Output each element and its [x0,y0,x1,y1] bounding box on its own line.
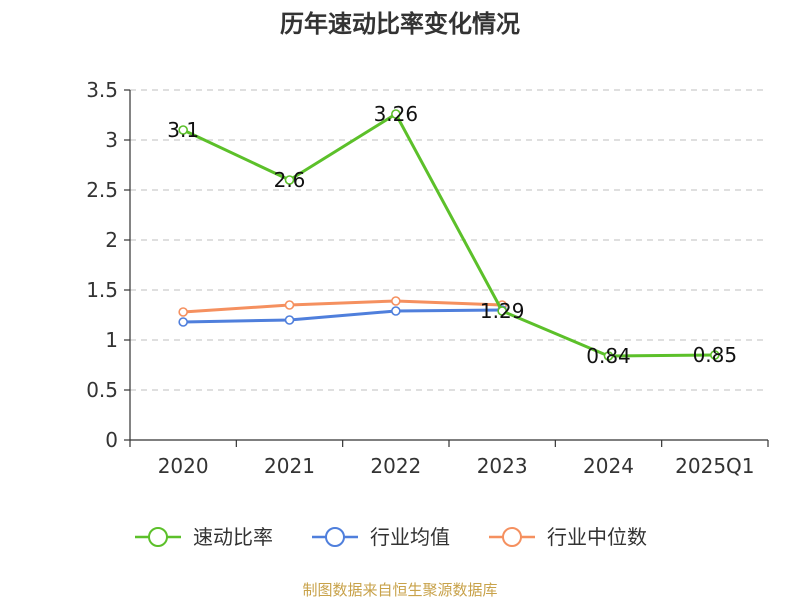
series-1 [178,109,720,361]
data-point [284,300,295,310]
data-point [391,306,401,316]
legend-item[interactable]: 行业均值 [312,525,450,549]
legend-label: 行业均值 [370,525,450,549]
y-tick-label: 2 [105,228,118,252]
source-note: 制图数据来自恒生聚源数据库 [302,581,497,599]
legend[interactable]: 速动比率 行业均值 行业中位数 [135,525,647,549]
data-label: 3.1 [167,118,199,142]
series-lines [178,109,720,361]
data-point [178,317,188,327]
data-point [284,175,295,185]
series-3 [178,296,507,317]
data-point [178,307,188,317]
data-label: 2.6 [274,168,306,192]
y-tick-label: 0 [105,428,118,452]
y-tick-label: 3.5 [86,78,118,102]
data-point [391,296,401,306]
y-tick-label: 1 [105,328,118,352]
x-tick-label: 2025Q1 [675,454,754,478]
legend-item[interactable]: 行业中位数 [489,525,647,549]
x-tick-label: 2020 [158,454,209,478]
chart-title: 历年速动比率变化情况 [280,10,520,38]
data-point [603,351,614,361]
legend-marker [502,527,522,547]
data-label: 3.26 [374,102,419,126]
data-point [178,125,188,135]
data-point [391,109,401,119]
grid-lines [130,89,768,391]
x-tick-label: 2022 [370,454,421,478]
axes: 0 0.5 1 1.5 2 2.5 3 3.5 2020 2021 2022 2023 2024 2025… [86,78,769,478]
legend-label: 行业中位数 [547,525,647,549]
series-line [181,112,717,358]
series-line [181,308,504,324]
y-tick-label: 0.5 [86,378,118,402]
series-line [181,299,504,314]
data-labels: 3.1 2.6 3.26 1.29 0.84 0.85 [167,102,737,368]
legend-marker [148,527,168,547]
data-point [284,315,295,325]
y-tick-label: 1.5 [86,278,118,302]
data-label: 0.85 [693,343,738,367]
y-tick-label: 3 [105,128,118,152]
x-tick-label: 2021 [264,454,315,478]
data-point [710,350,720,360]
legend-item[interactable]: 速动比率 [135,525,273,549]
legend-marker [325,527,345,547]
x-tick-label: 2024 [583,454,634,478]
legend-label: 速动比率 [193,525,273,549]
y-tick-label: 2.5 [86,178,118,202]
data-label: 1.29 [480,299,525,323]
x-tick-label: 2023 [477,454,528,478]
data-label: 0.84 [586,344,631,368]
data-point [497,306,507,316]
